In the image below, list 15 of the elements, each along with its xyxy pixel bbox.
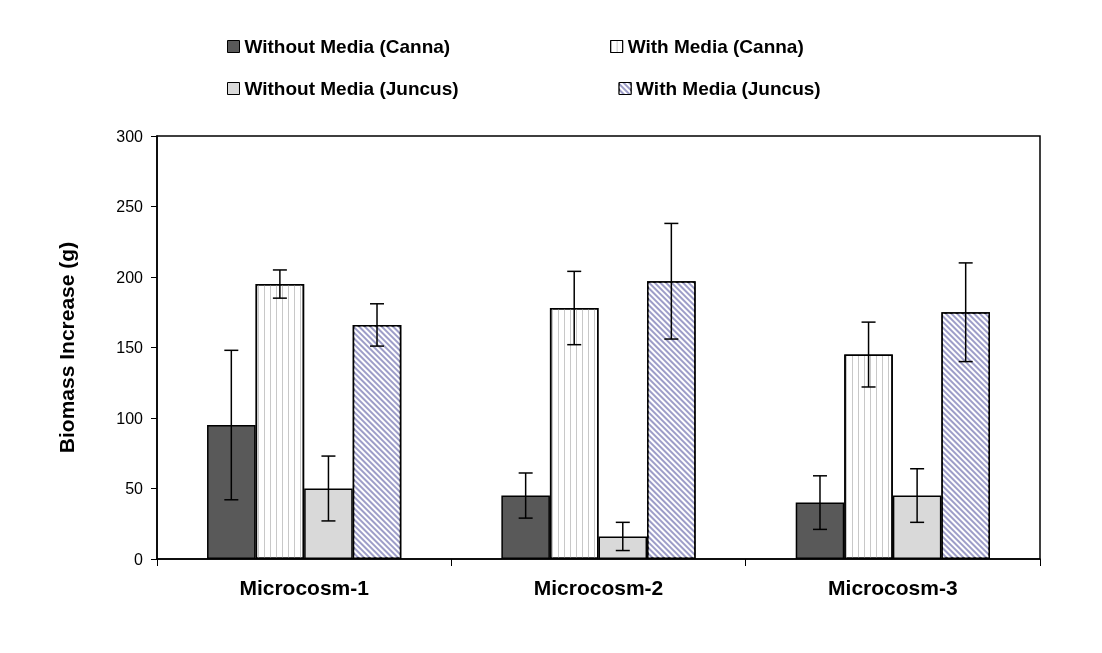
y-tick-label: 50 [125, 480, 144, 497]
y-axis-title: Biomass Increase (g) [55, 241, 78, 454]
y-tick-label: 200 [116, 268, 144, 286]
x-tick-label: Microcosm-3 [828, 576, 958, 599]
y-tick-label: 150 [116, 339, 144, 356]
y-tick-label: 100 [116, 409, 144, 427]
y-tick-label: 0 [134, 550, 144, 568]
x-tick-label: Microcosm-1 [239, 576, 370, 599]
y-tick-label: 300 [116, 127, 144, 145]
legend-label: With Media (Canna) [627, 36, 804, 57]
legend-label: With Media (Juncus) [636, 78, 821, 99]
legend-label: Without Media (Juncus) [244, 78, 459, 99]
y-tick-label: 250 [116, 198, 144, 215]
legend-label: Without Media (Canna) [244, 36, 451, 57]
x-tick-label: Microcosm-2 [533, 576, 664, 599]
